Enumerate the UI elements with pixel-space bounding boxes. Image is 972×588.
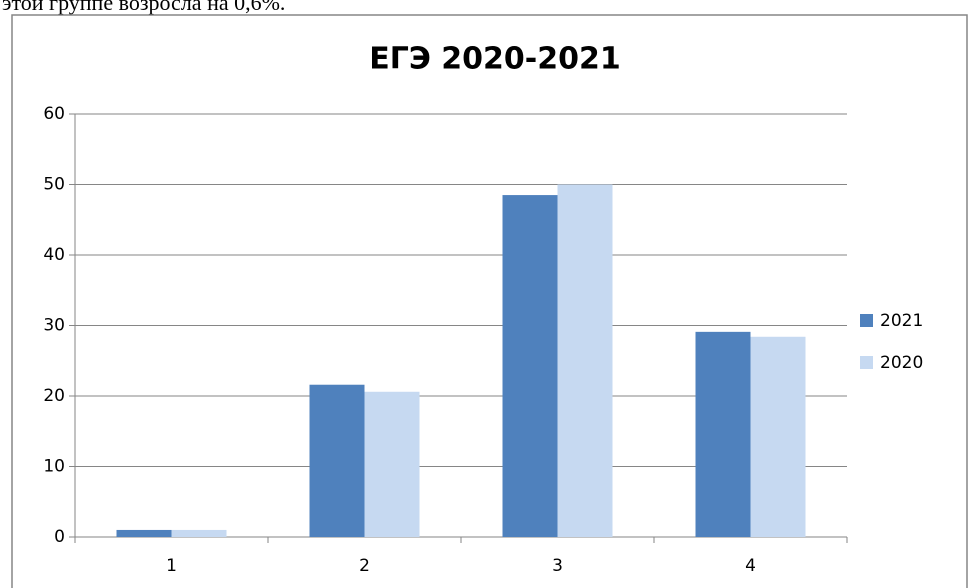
y-tick-label: 30 (43, 316, 65, 336)
y-tick-label: 20 (43, 386, 65, 406)
legend-swatch (860, 356, 873, 369)
bar (364, 391, 420, 537)
x-tick-label: 2 (359, 556, 370, 576)
y-tick-label: 40 (43, 245, 65, 265)
y-tick-label: 50 (43, 175, 65, 195)
bar (502, 195, 558, 537)
bar (750, 336, 806, 537)
chart-frame (11, 14, 968, 588)
bar (695, 331, 751, 537)
chart-title: ЕГЭ 2020-2021 (369, 42, 621, 77)
legend-label: 2020 (880, 353, 923, 373)
bar (116, 529, 172, 537)
y-tick-label: 0 (54, 527, 65, 547)
y-tick-label: 10 (43, 457, 65, 477)
x-tick-label: 4 (745, 556, 756, 576)
bar (309, 384, 365, 537)
legend-label: 2021 (880, 311, 923, 331)
bar (557, 184, 613, 537)
legend-swatch (860, 314, 873, 327)
y-tick-label: 60 (43, 104, 65, 124)
bar (171, 529, 227, 537)
x-tick-label: 3 (552, 556, 563, 576)
x-tick-label: 1 (166, 556, 177, 576)
text-above: этой группе возросла на 0,6%. (2, 0, 285, 15)
